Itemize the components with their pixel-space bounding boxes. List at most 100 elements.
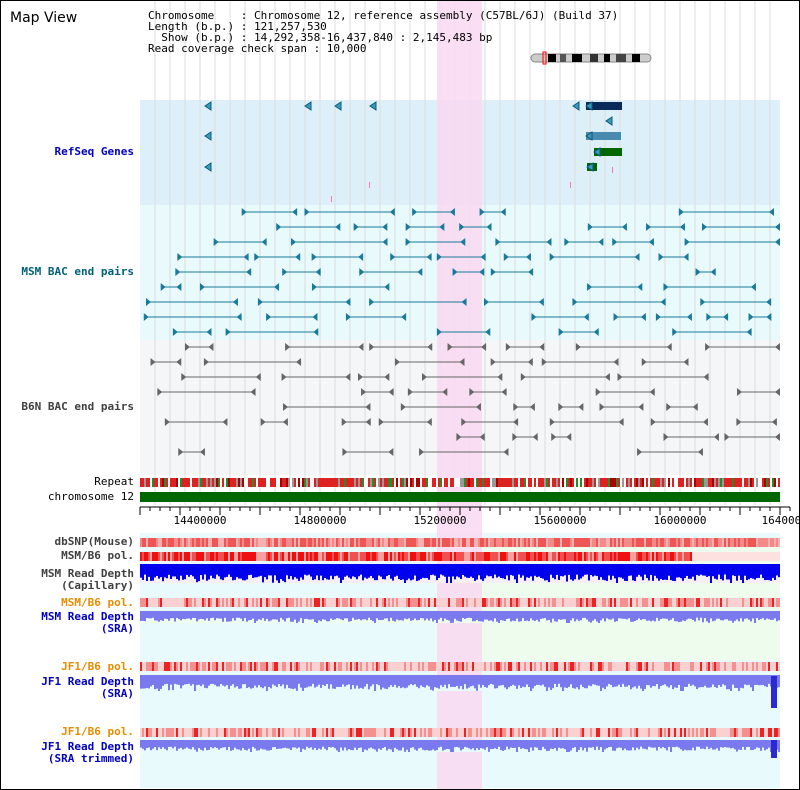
polymorphism-cell — [600, 728, 602, 737]
depth-bar — [772, 611, 774, 620]
track-label-dbsnp[interactable]: dbSNP(Mouse) — [54, 535, 134, 548]
depth-bar — [614, 564, 616, 579]
depth-bar — [220, 564, 222, 580]
depth-bar — [418, 611, 420, 621]
track-label-msm-b6-pol-2[interactable]: MSM/B6 pol. — [61, 596, 134, 609]
polymorphism-cell — [272, 598, 274, 607]
depth-bar — [164, 611, 166, 619]
track-label-msm-depth-sra[interactable]: MSM Read Depth (SRA) — [41, 611, 134, 635]
repeat-segment — [740, 478, 742, 487]
track-label-msm-depth-capillary[interactable]: MSM Read Depth (Capillary) — [41, 568, 134, 592]
depth-bar — [568, 740, 570, 752]
polymorphism-cell — [234, 598, 236, 607]
polymorphism-cell — [198, 598, 200, 607]
depth-bar — [246, 564, 248, 580]
polymorphism-cell — [202, 728, 204, 737]
track-label-b6n-bac[interactable]: B6N BAC end pairs — [21, 400, 134, 413]
depth-bar — [380, 611, 382, 621]
gene-arrow — [605, 116, 613, 126]
depth-bar — [582, 611, 584, 618]
polymorphism-cell — [390, 662, 392, 671]
depth-bar — [640, 611, 642, 620]
polymorphism-cell — [488, 552, 490, 561]
depth-bar — [698, 675, 700, 688]
polymorphism-cell — [330, 728, 332, 737]
polymorphism-cell — [312, 538, 314, 547]
polymorphism-cell — [718, 662, 720, 671]
depth-bar — [564, 740, 566, 750]
depth-bar — [608, 740, 610, 748]
polymorphism-cell — [668, 662, 670, 671]
polymorphism-cell — [418, 662, 420, 671]
track-label-msm-bac[interactable]: MSM BAC end pairs — [21, 265, 134, 278]
polymorphism-cell — [440, 598, 442, 607]
polymorphism-cell — [674, 662, 676, 671]
depth-bar — [172, 611, 174, 619]
polymorphism-cell — [458, 662, 460, 671]
repeat-segment — [176, 478, 178, 487]
repeat-segment — [410, 478, 412, 487]
polymorphism-cell — [698, 598, 700, 607]
depth-bar — [288, 611, 290, 618]
depth-bar — [290, 675, 292, 689]
polymorphism-cell — [584, 598, 586, 607]
track-label-chromosome[interactable]: chromosome 12 — [47, 490, 134, 503]
polymorphism-cell — [496, 598, 498, 607]
depth-bar — [168, 564, 170, 575]
depth-bar — [164, 675, 166, 685]
polymorphism-cell — [770, 598, 772, 607]
polymorphism-cell — [574, 662, 576, 671]
polymorphism-cell — [302, 728, 304, 737]
repeat-segment — [496, 478, 498, 487]
depth-bar — [602, 611, 604, 619]
repeat-segment — [600, 478, 602, 487]
depth-bar — [550, 611, 552, 623]
depth-bar — [396, 564, 398, 576]
polymorphism-cell — [214, 538, 216, 547]
polymorphism-cell — [458, 728, 460, 737]
polymorphism-cell — [768, 598, 770, 607]
depth-bar — [172, 564, 174, 577]
track-label-repeat[interactable]: Repeat — [94, 475, 134, 488]
depth-bar — [362, 740, 364, 752]
depth-bar — [410, 740, 412, 748]
track-label-refseq[interactable]: RefSeq Genes — [54, 145, 134, 158]
depth-bar — [634, 564, 636, 582]
polymorphism-cell — [408, 552, 410, 561]
track-label-msm-b6-pol[interactable]: MSM/B6 pol. — [61, 549, 134, 562]
depth-bar — [322, 564, 324, 581]
depth-bar — [184, 611, 186, 620]
polymorphism-cell — [164, 662, 166, 671]
polymorphism-cell — [548, 662, 550, 671]
depth-bar — [364, 740, 366, 750]
msm-bac-end — [382, 238, 388, 246]
track-label-jf1-b6-pol-2[interactable]: JF1/B6 pol. — [61, 725, 134, 738]
msm-bac-end — [621, 223, 627, 231]
track-label-jf1-depth-trim[interactable]: JF1 Read Depth (SRA trimmed) — [41, 741, 134, 765]
depth-bar — [284, 740, 286, 748]
polymorphism-cell — [494, 728, 496, 737]
polymorphism-cell — [314, 538, 316, 547]
track-label-jf1-depth-sra[interactable]: JF1 Read Depth (SRA) — [41, 676, 134, 700]
polymorphism-cell — [656, 598, 658, 607]
depth-bar — [636, 564, 638, 577]
depth-bar — [214, 740, 216, 748]
track-label-jf1-b6-pol[interactable]: JF1/B6 pol. — [61, 660, 134, 673]
depth-bar — [514, 675, 516, 686]
repeat-segment — [542, 478, 544, 487]
polymorphism-cell — [748, 662, 750, 671]
polymorphism-cell — [444, 598, 446, 607]
polymorphism-cell — [620, 552, 622, 561]
depth-bar — [658, 675, 660, 689]
depth-bar — [258, 611, 260, 620]
depth-bar — [480, 564, 482, 580]
polymorphism-cell — [366, 552, 368, 561]
b6n-bac-end — [281, 373, 287, 381]
polymorphism-cell — [254, 552, 256, 561]
polymorphism-cell — [544, 662, 546, 671]
depth-bar — [534, 675, 536, 686]
msm-bac-end — [684, 238, 690, 246]
depth-bar — [486, 675, 488, 688]
repeat-segment — [554, 478, 556, 487]
depth-bar — [470, 740, 472, 750]
